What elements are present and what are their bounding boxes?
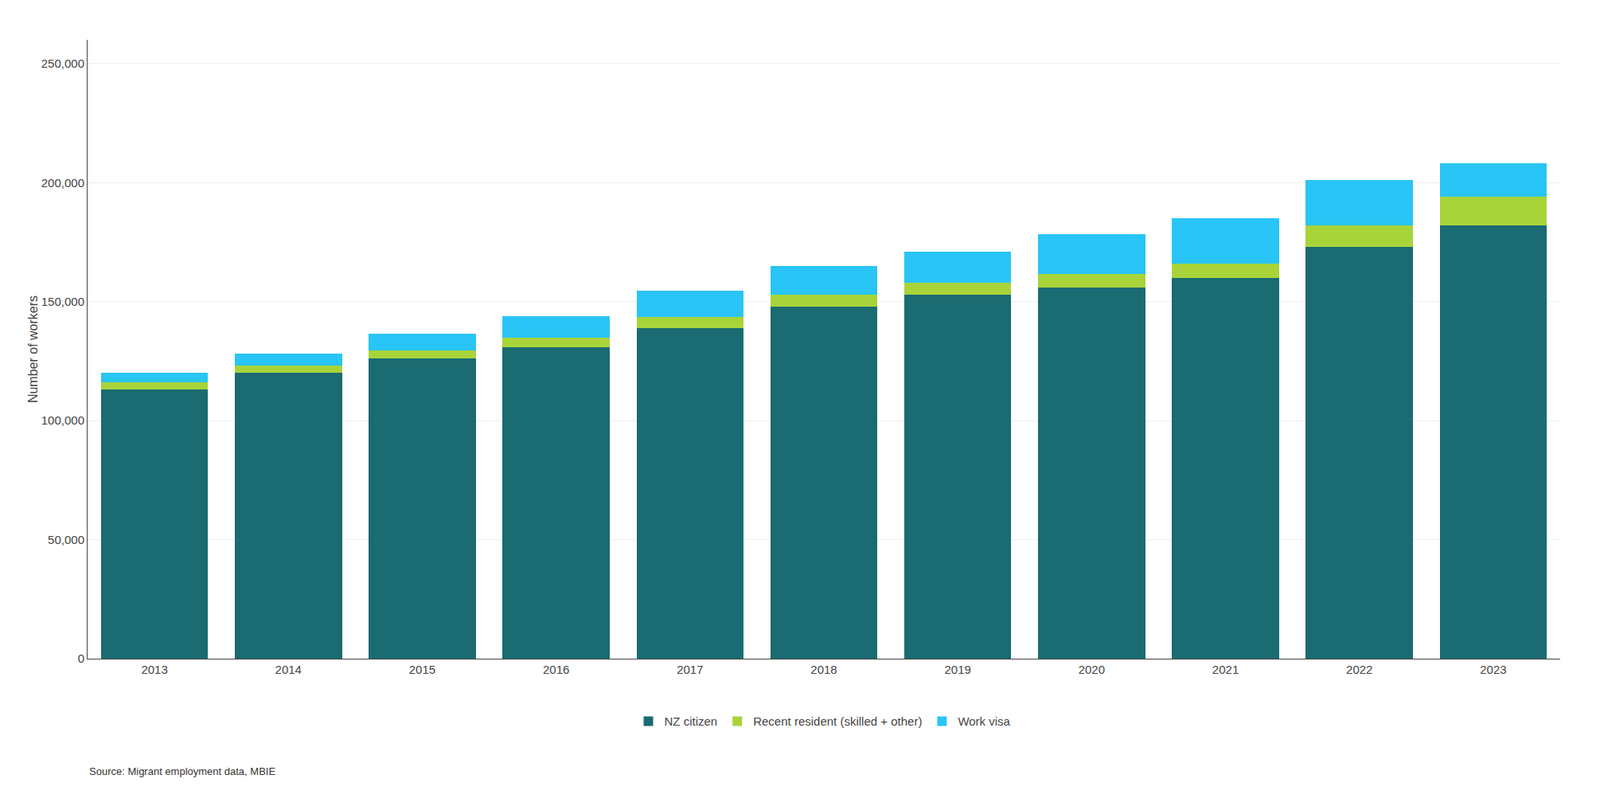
svg-text:2016: 2016: [542, 662, 570, 676]
svg-text:50,000: 50,000: [47, 532, 85, 547]
svg-text:2018: 2018: [810, 662, 837, 676]
svg-text:NZ citizen: NZ citizen: [664, 714, 719, 728]
svg-text:200,000: 200,000: [41, 175, 85, 190]
svg-text:2013: 2013: [140, 662, 168, 676]
svg-text:Work visa: Work visa: [957, 714, 1011, 728]
svg-text:Source: Migrant employment dat: Source: Migrant employment data, MBIE: [89, 764, 276, 777]
svg-text:Number of workers: Number of workers: [26, 295, 40, 403]
svg-text:2020: 2020: [1078, 662, 1105, 676]
svg-text:2022: 2022: [1346, 662, 1373, 676]
svg-text:100,000: 100,000: [41, 413, 85, 427]
svg-text:2014: 2014: [275, 662, 302, 676]
svg-text:2015: 2015: [409, 662, 436, 676]
svg-text:2019: 2019: [944, 662, 971, 676]
svg-text:Recent resident (skilled + oth: Recent resident (skilled + other): [753, 714, 922, 728]
svg-text:2023: 2023: [1479, 662, 1507, 676]
svg-text:2017: 2017: [676, 662, 703, 676]
svg-text:150,000: 150,000: [41, 294, 85, 309]
svg-text:250,000: 250,000: [41, 56, 85, 71]
svg-text:0: 0: [78, 651, 85, 665]
svg-text:2021: 2021: [1212, 662, 1239, 676]
